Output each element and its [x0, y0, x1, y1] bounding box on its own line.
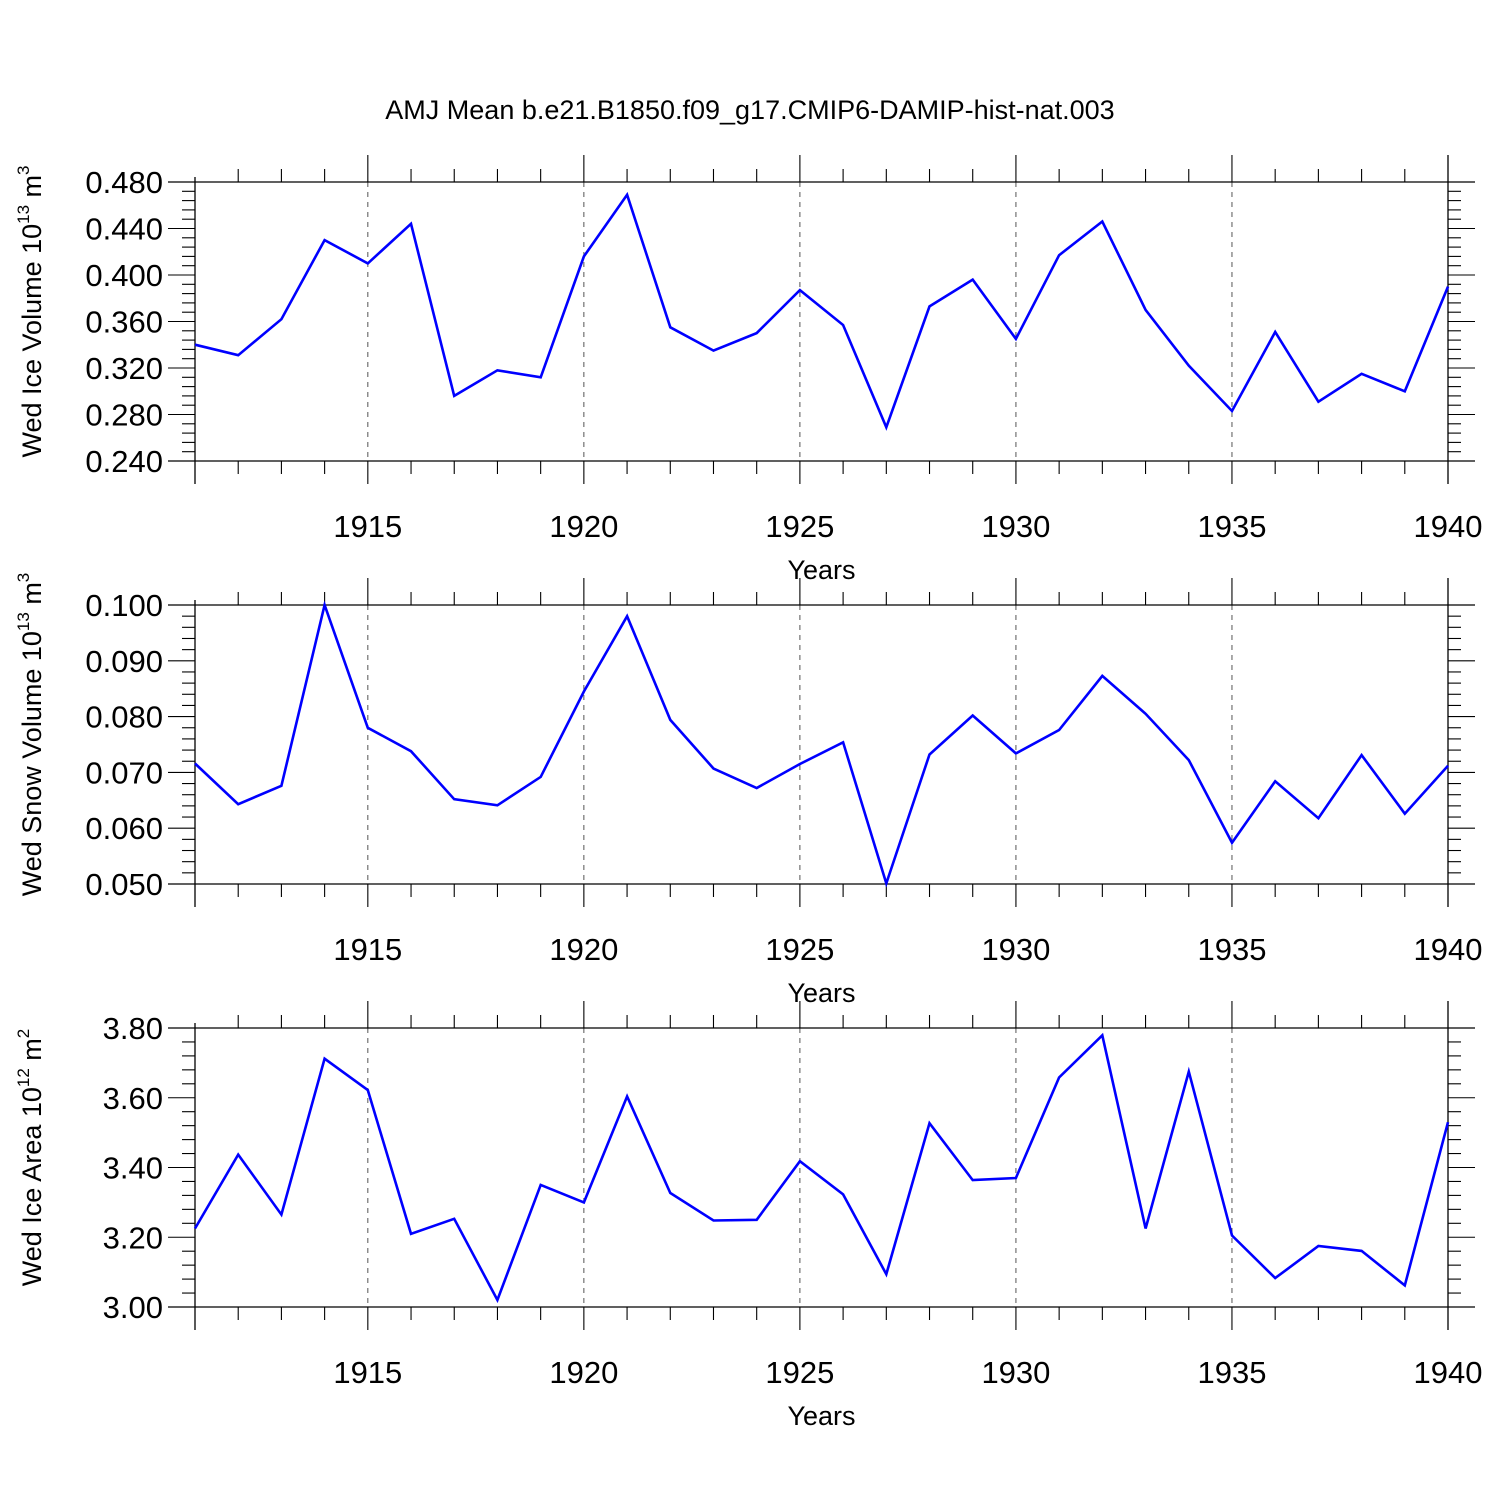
x-tick-label: 1920: [549, 932, 618, 967]
x-axis-label: Years: [787, 1401, 855, 1431]
series-line: [194, 600, 1449, 888]
y-tick-label: 3.00: [103, 1290, 163, 1325]
y-tick-label: 0.070: [85, 755, 163, 790]
panel-1: 0.240 0.280 0.320 0.360 0.400 0.440 0.480 1915 1…: [14, 155, 1482, 585]
y-tick-label: 0.060: [85, 811, 163, 846]
y-tick-label: 0.440: [85, 212, 163, 247]
x-axis-label: Years: [787, 978, 855, 1008]
panel-3: 3.00 3.20 3.40 3.60 3.80 1915 1920 1925 1930 1935…: [14, 1001, 1482, 1431]
series-line: [193, 1032, 1450, 1304]
y-tick-label: 3.80: [103, 1011, 163, 1046]
y-tick-label: 0.480: [85, 165, 163, 200]
x-tick-label: 1930: [981, 1355, 1050, 1390]
x-tick-label: 1920: [549, 509, 618, 544]
y-tick-label: 0.360: [85, 305, 163, 340]
x-tick-label: 1925: [765, 509, 834, 544]
x-tick-label: 1930: [981, 932, 1050, 967]
y-tick-label: 0.400: [85, 258, 163, 293]
x-tick-label: 1935: [1197, 932, 1266, 967]
y-tick-label: 3.40: [103, 1151, 163, 1186]
x-tick-label: 1935: [1197, 509, 1266, 544]
panels: 0.240 0.280 0.320 0.360 0.400 0.440 0.480 1915 1…: [14, 155, 1482, 1431]
x-tick-label: 1935: [1197, 1355, 1266, 1390]
x-tick-label: 1925: [765, 1355, 834, 1390]
x-tick-label: 1915: [333, 509, 402, 544]
x-tick-label: 1940: [1414, 509, 1483, 544]
y-axis-label: Wed Ice Volume 1013 m3: [14, 165, 47, 457]
x-tick-label: 1915: [333, 932, 402, 967]
y-tick-label: 0.240: [85, 444, 163, 479]
figure-title: AMJ Mean b.e21.B1850.f09_g17.CMIP6-DAMIP…: [385, 95, 1114, 125]
y-tick-label: 0.320: [85, 351, 163, 386]
y-axis-label: Wed Snow Volume 1013 m3: [14, 573, 47, 897]
y-tick-label: 0.080: [85, 700, 163, 735]
series-line: [194, 191, 1450, 431]
x-tick-label: 1930: [981, 509, 1050, 544]
y-tick-label: 3.20: [103, 1220, 163, 1255]
y-axis-label: Wed Ice Area 1012 m2: [14, 1029, 47, 1287]
y-tick-label: 0.090: [85, 644, 163, 679]
x-axis-label: Years: [787, 555, 855, 585]
y-tick-label: 0.100: [85, 588, 163, 623]
x-tick-label: 1915: [333, 1355, 402, 1390]
x-tick-label: 1940: [1414, 1355, 1483, 1390]
x-tick-label: 1920: [549, 1355, 618, 1390]
y-tick-label: 3.60: [103, 1081, 163, 1116]
y-tick-label: 0.280: [85, 398, 163, 433]
y-tick-label: 0.050: [85, 867, 163, 902]
x-tick-label: 1925: [765, 932, 834, 967]
x-tick-label: 1940: [1414, 932, 1483, 967]
panel-2: 0.050 0.060 0.070 0.080 0.090 0.100 1915 1920 19…: [14, 573, 1482, 1008]
